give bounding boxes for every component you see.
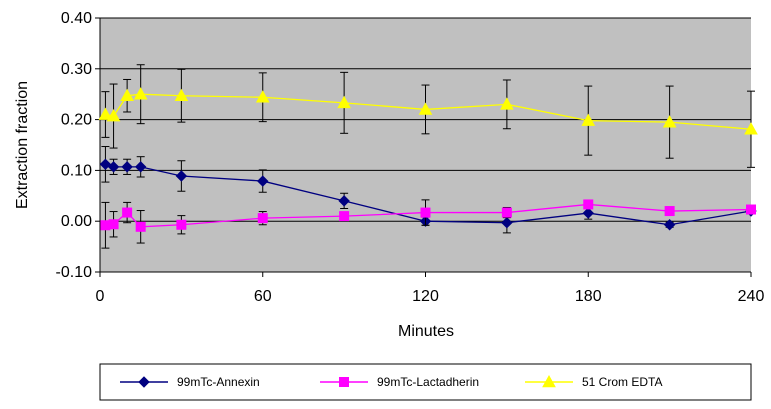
data-point [663, 219, 676, 231]
y-tick-label: 0.10 [61, 162, 92, 179]
data-point [418, 102, 433, 115]
data-point [337, 95, 351, 109]
data-point [501, 207, 512, 218]
data-point [582, 207, 594, 219]
data-point [500, 97, 514, 110]
y-tick-label: 0.00 [61, 213, 92, 230]
data-point [501, 217, 513, 229]
data-point [134, 161, 147, 173]
x-tick-label: 0 [96, 288, 105, 305]
data-point [255, 90, 270, 103]
data-point [107, 161, 120, 173]
tick-labels: -0.10 0.00 0.10 0.20 0.30 0.40 0 60 120 180 240 [56, 10, 765, 305]
y-tick-label: 0.20 [61, 112, 92, 129]
x-tick-label: 180 [575, 288, 602, 305]
data-point [135, 221, 146, 232]
data-point [664, 206, 675, 217]
x-tick-label: 240 [738, 288, 765, 305]
data-point [176, 219, 187, 230]
data-point [175, 170, 188, 182]
x-tick-label: 120 [412, 288, 439, 305]
data-point [257, 213, 268, 224]
data-point [174, 88, 189, 102]
data-point [121, 161, 133, 173]
series-99mtc-annexin [99, 146, 757, 234]
data-point [133, 87, 148, 100]
y-tick-label: -0.10 [56, 264, 93, 281]
axes [95, 17, 752, 277]
legend-label: 99mTc-Annexin [177, 375, 260, 389]
data-point [122, 207, 133, 218]
data-point [662, 115, 677, 128]
y-tick-label: 0.40 [61, 10, 92, 27]
data-point [420, 207, 431, 218]
plot-area [100, 18, 751, 272]
data-point [339, 211, 350, 222]
legend-box [99, 363, 752, 401]
data-point [583, 199, 594, 210]
x-tick-label: 60 [254, 288, 272, 305]
data-point [257, 175, 269, 187]
legend-label: 51 Crom EDTA [582, 375, 662, 389]
y-axis-title: Extraction fraction [14, 81, 31, 209]
legend-label: 99mTc-Lactadherin [377, 375, 479, 389]
data-point [581, 113, 596, 126]
legend-marker [339, 377, 349, 387]
y-tick-label: 0.30 [61, 61, 92, 78]
data-point [746, 204, 756, 215]
series-99mtc-lactadherin [100, 199, 756, 249]
data-point [338, 195, 350, 207]
data-point [108, 219, 119, 230]
legend-marker [138, 376, 150, 388]
data-point [120, 88, 134, 102]
legend-marker [542, 374, 556, 388]
data-point [106, 109, 121, 122]
data-point [98, 107, 113, 120]
x-axis-title: Minutes [398, 323, 454, 340]
legend: 99mTc-Annexin 99mTc-Lactadherin 51 Crom ED… [99, 363, 752, 401]
series-51-crom-edta [98, 64, 758, 168]
data-point [744, 122, 758, 135]
series-layer [98, 64, 758, 249]
